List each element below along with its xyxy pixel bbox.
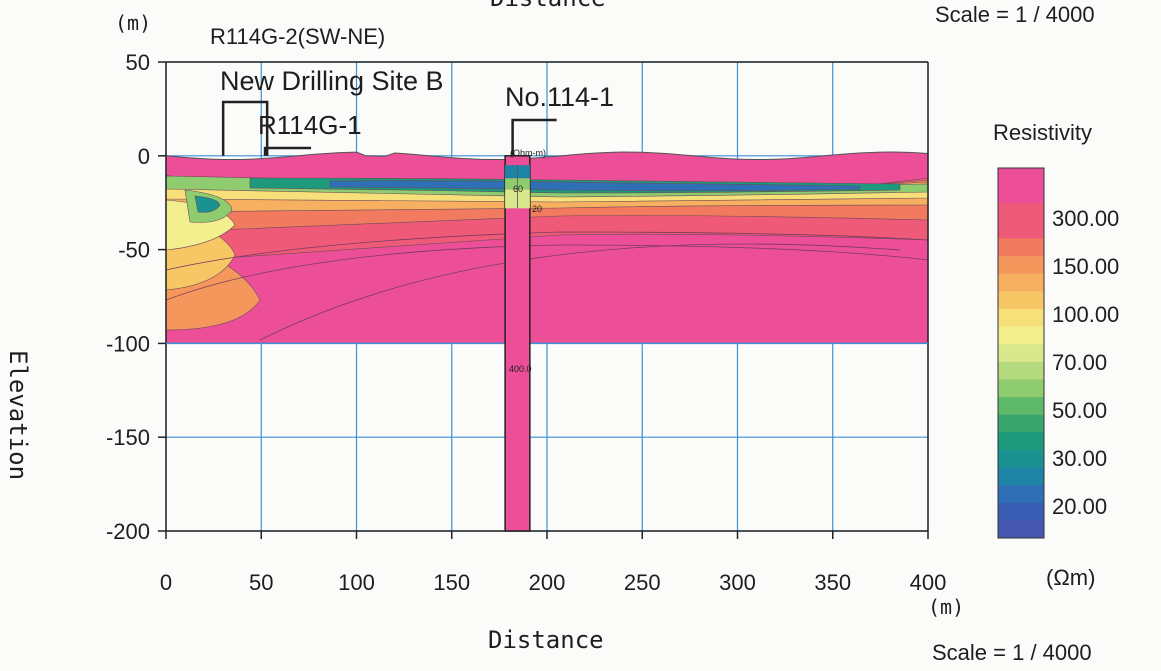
y-unit-label: (m) [115, 11, 151, 35]
x-tick-label: 400 [910, 570, 947, 595]
x-axis-label: Distance [488, 626, 604, 654]
legend-label: 300.00 [1052, 206, 1119, 231]
legend-swatch [998, 449, 1044, 469]
x-tick-label: 250 [624, 570, 661, 595]
site-b-marker [221, 100, 269, 156]
legend-swatch [998, 203, 1044, 222]
legend-swatch [998, 220, 1044, 239]
legend-swatch [998, 432, 1044, 451]
no1141-marker [511, 118, 557, 156]
well-header: (Ohm-m) [510, 148, 546, 158]
site-b-label: New Drilling Site B [220, 66, 444, 96]
contour-line [166, 244, 928, 301]
legend-swatch [998, 485, 1044, 504]
legend-title: Resistivity [993, 120, 1092, 145]
r114g1-label: R114G-1 [258, 110, 362, 140]
x-tick-label: 200 [529, 570, 566, 595]
legend-label: 100.00 [1052, 302, 1119, 327]
x-tick-label: 150 [433, 570, 470, 595]
legend-swatch [998, 168, 1044, 187]
legend-swatch [998, 502, 1044, 521]
site-markers [221, 100, 557, 156]
no1141-label: No.114-1 [505, 82, 614, 112]
topography-line [165, 151, 929, 161]
legend-label: 30.00 [1052, 446, 1107, 471]
legend-swatch [998, 467, 1044, 486]
well-value-60: 60 [513, 184, 523, 194]
x-tick-label: 300 [719, 570, 756, 595]
legend-label: 70.00 [1052, 350, 1107, 375]
chart-title: R114G-2(SW-NE) [210, 24, 385, 49]
legend-label: 20.00 [1052, 494, 1107, 519]
x-tick-labels: 0 50 100 150 200 250 300 350 400 [160, 531, 946, 595]
x-tick-label: 0 [160, 570, 172, 595]
resistivity-section [166, 152, 928, 344]
legend-swatch [998, 379, 1044, 398]
top-axis-label: Distance [490, 0, 606, 12]
legend-swatch [998, 397, 1044, 416]
legend-swatch [998, 291, 1044, 310]
well-column [504, 155, 531, 532]
x-tick-label: 50 [249, 570, 273, 595]
contour-line [259, 243, 901, 341]
legend-swatch [998, 256, 1044, 275]
scale-bottom: Scale = 1 / 4000 [932, 640, 1092, 665]
y-tick-labels: 50 0 -50 -100 -150 -200 [106, 50, 166, 544]
y-tick-label: 50 [126, 50, 150, 75]
y-tick-label: -100 [106, 331, 150, 356]
y-tick-label: 0 [138, 144, 150, 169]
scale-top: Scale = 1 / 4000 [935, 2, 1095, 27]
legend-label: 150.00 [1052, 254, 1119, 279]
resistivity-band [194, 195, 221, 213]
well-value-20: 20 [532, 204, 542, 214]
x-unit-label: (m) [928, 595, 964, 619]
legend-frame [997, 167, 1045, 539]
legend-swatch [998, 520, 1044, 539]
color-legend: 300.00 150.00 100.00 70.00 50.00 30.00 20.00 [997, 167, 1119, 539]
legend-swatch [998, 414, 1044, 433]
y-tick-label: -150 [106, 425, 150, 450]
y-tick-label: -200 [106, 519, 150, 544]
legend-swatch [998, 185, 1044, 204]
legend-swatch [998, 344, 1044, 363]
y-tick-label: -50 [118, 238, 150, 263]
y-axis-label: Elevation [4, 350, 32, 480]
well-log-column [504, 155, 531, 532]
well-value-400: 400.0 [509, 364, 532, 374]
contour-line [166, 231, 928, 271]
legend-swatch [998, 308, 1044, 328]
legend-swatch [998, 361, 1044, 380]
legend-label: 50.00 [1052, 398, 1107, 423]
r114g1-marker [263, 146, 312, 156]
x-tick-label: 100 [338, 570, 375, 595]
legend-swatch [998, 273, 1044, 292]
legend-swatch [998, 326, 1044, 345]
legend-unit: (Ωm) [1046, 565, 1095, 590]
legend-swatch [998, 238, 1044, 257]
x-tick-label: 350 [814, 570, 851, 595]
